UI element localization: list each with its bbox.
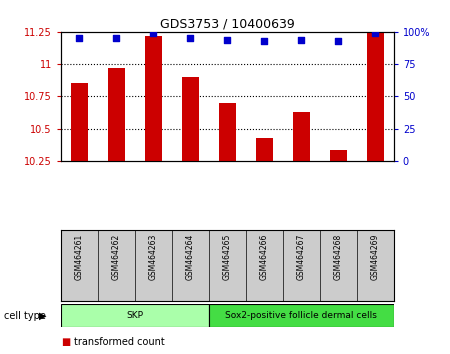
Text: GSM464269: GSM464269	[371, 234, 380, 280]
Bar	[219, 103, 236, 161]
Bar	[61, 304, 209, 327]
Text: Sox2-positive follicle dermal cells: Sox2-positive follicle dermal cells	[225, 312, 377, 320]
Point	[297, 37, 305, 42]
Text: GSM464268: GSM464268	[334, 234, 343, 280]
Point	[335, 38, 342, 44]
Point	[76, 35, 83, 41]
Point	[261, 38, 268, 44]
Title: GDS3753 / 10400639: GDS3753 / 10400639	[160, 18, 295, 31]
Point	[224, 37, 231, 42]
Bar	[293, 112, 310, 161]
Point	[150, 30, 157, 36]
Bar	[108, 68, 125, 161]
Text: GSM464264: GSM464264	[186, 234, 195, 280]
Text: GSM464263: GSM464263	[149, 234, 158, 280]
Bar	[209, 304, 394, 327]
Point	[112, 35, 120, 41]
Text: GSM464266: GSM464266	[260, 234, 269, 280]
Bar	[256, 137, 273, 161]
Text: SKP: SKP	[126, 312, 143, 320]
Bar	[367, 32, 383, 161]
Point	[372, 30, 379, 36]
Text: ■: ■	[61, 337, 70, 347]
Text: transformed count: transformed count	[74, 337, 165, 347]
Text: cell type: cell type	[4, 311, 46, 321]
Bar	[330, 150, 346, 161]
Text: GSM464262: GSM464262	[112, 234, 121, 280]
Text: ▶: ▶	[39, 311, 46, 321]
Text: GSM464261: GSM464261	[75, 234, 84, 280]
Bar	[145, 36, 162, 161]
Text: GSM464265: GSM464265	[223, 234, 232, 280]
Point	[187, 35, 194, 41]
Text: GSM464267: GSM464267	[297, 234, 306, 280]
Bar	[182, 77, 198, 161]
Bar	[71, 84, 88, 161]
